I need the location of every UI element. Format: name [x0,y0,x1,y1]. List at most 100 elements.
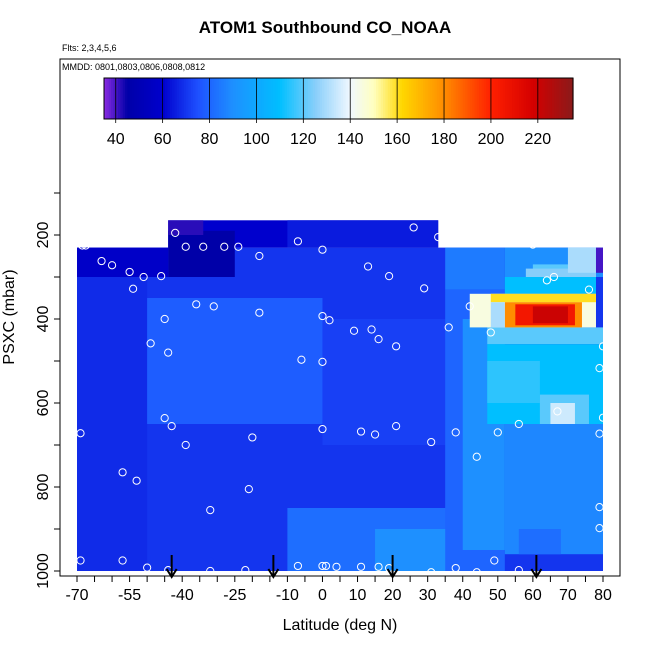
colorbar-tick-label: 80 [201,131,219,148]
colorbar-tick-label: 140 [337,131,364,148]
colorbar-swatch [390,78,394,119]
colorbar-swatch [458,78,462,119]
sample-point [595,429,604,438]
y-axis: 200 400 600 800 1000 [35,192,60,589]
colorbar-swatch [495,78,499,119]
colorbar-swatch [263,78,267,119]
colorbar-swatch [425,78,429,119]
sample-point [199,242,208,251]
sample-point [409,223,418,232]
x-tick-label: 40 [454,587,472,604]
colorbar-swatch [167,78,171,119]
sample-point [139,272,148,282]
colorbar-swatch [418,78,422,119]
sample-point [206,506,215,515]
sample-point [363,262,373,271]
sample-point [451,428,460,437]
colorbar-swatch [343,78,347,119]
colorbar-swatch [150,78,154,119]
sample-point [490,556,499,565]
sample-point [374,562,383,571]
colorbar-swatch [214,78,218,119]
colorbar-swatch [434,78,438,119]
colorbar-swatch [125,78,129,119]
colorbar-swatch [392,78,396,119]
colorbar-tick-label: 220 [524,131,551,148]
colorbar-swatch [483,78,487,119]
colorbar-swatch [183,78,187,119]
colorbar-swatch [329,78,333,119]
heatmap-region [77,247,169,277]
sample-point [160,414,169,423]
colorbar-swatch [120,78,124,119]
heatmap-region [504,277,596,294]
heatmap-cells [77,220,603,571]
colorbar-swatch [134,78,138,119]
colorbar-swatch [359,78,363,119]
colorbar-swatch [333,78,337,119]
colorbar-swatch [113,78,117,119]
flight-arrow [267,555,280,579]
colorbar-tick-label: 40 [107,131,125,148]
colorbar-swatch [254,78,258,119]
colorbar-swatch [286,78,290,119]
colorbar-swatch [488,78,492,119]
colorbar-swatch [526,78,530,119]
heatmap-region [287,220,439,248]
sample-point [248,433,257,442]
colorbar-swatch [373,78,377,119]
colorbar-swatch [195,78,199,119]
colorbar-swatch [570,78,574,119]
sample-point [318,561,327,571]
heatmap-region [532,306,568,324]
sample-point [356,427,366,436]
sample-point [293,561,303,571]
colorbar-swatch [207,78,211,119]
colorbar-swatch [111,78,114,119]
colorbar-swatch [197,78,201,119]
colorbar-swatch [361,78,365,119]
colorbar-swatch [554,78,558,119]
sample-point [472,452,481,461]
colorbar-swatch [561,78,565,119]
colorbar-swatch [558,78,562,119]
colorbar-swatch [535,78,539,119]
sample-point [321,561,331,571]
colorbar-swatch [481,78,485,119]
colorbar-swatch [467,78,471,119]
colorbar-swatch [202,78,206,119]
colorbar-swatch [542,78,546,119]
x-tick-label: 10 [349,587,367,604]
colorbar-swatch [502,78,506,119]
colorbar-swatch [399,78,403,119]
colorbar-swatch [429,78,433,119]
colorbar-swatch [186,78,190,119]
colorbar-tick-label: 60 [154,131,172,148]
colorbar-swatch [380,78,384,119]
colorbar-swatch [258,78,262,119]
colorbar-swatch [504,78,508,119]
sample-point [157,272,166,281]
sample-point [255,308,264,317]
colorbar-swatch [563,78,567,119]
colorbar-swatch [530,78,534,119]
colorbar-swatch [528,78,532,119]
sample-point [420,284,429,293]
colorbar-swatch [411,78,415,119]
colorbar-swatch [512,78,515,119]
colorbar-swatch [303,78,307,119]
x-tick-label: -55 [118,587,141,604]
colorbar-swatch [188,78,192,119]
x-tick-label: -70 [65,587,88,604]
sample-point [392,422,401,431]
colorbar-swatch [115,78,119,119]
colorbar-swatch [519,78,523,119]
x-tick-label: 70 [559,587,577,604]
colorbar-swatch [172,78,175,119]
colorbar-swatch [336,78,340,119]
colorbar-swatch [139,78,143,119]
sample-point [356,562,366,571]
colorbar-swatch [345,78,349,119]
sample-point [171,228,180,237]
colorbar-swatch [232,78,236,119]
